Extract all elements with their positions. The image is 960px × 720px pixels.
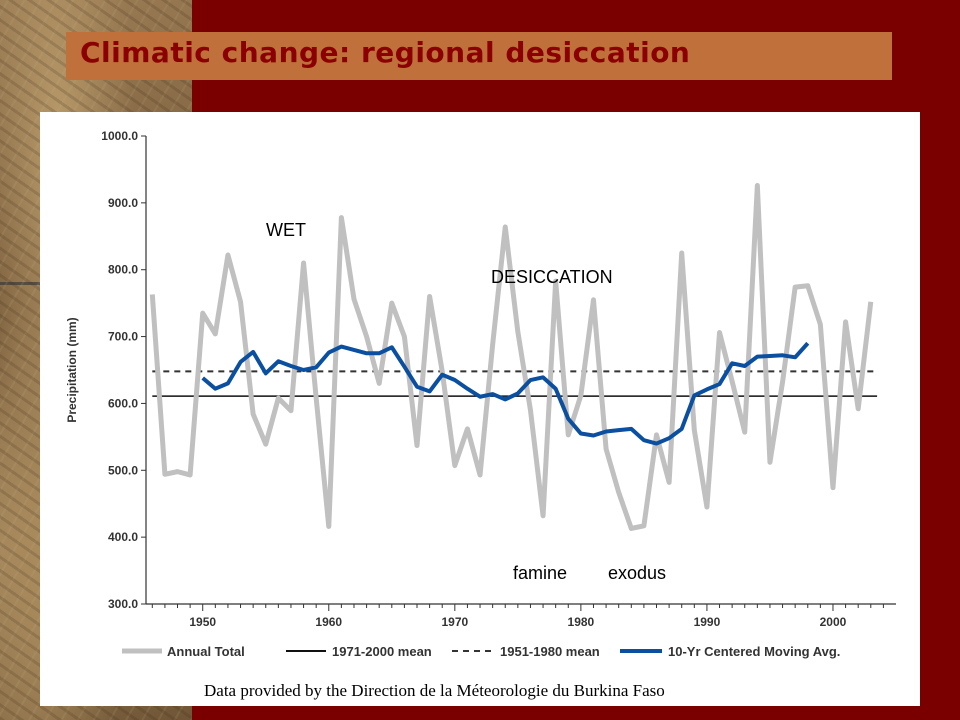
annual-total-series (149, 182, 874, 531)
legend-label-mean-1951-1980: 1951-1980 mean (500, 644, 600, 659)
annotation-wet: WET (266, 220, 306, 240)
x-tick-label: 1970 (441, 615, 468, 629)
annotation-famine: famine (513, 563, 567, 583)
moving-average-series (201, 341, 810, 446)
legend-label-mean-1971-2000: 1971-2000 mean (332, 644, 432, 659)
y-tick-label: 700.0 (108, 330, 138, 344)
annotation-exodus: exodus (608, 563, 666, 583)
x-tick-label: 2000 (820, 615, 847, 629)
title-bar (66, 32, 892, 80)
y-tick-label: 900.0 (108, 196, 138, 210)
x-tick-label: 1950 (189, 615, 216, 629)
y-tick-label: 300.0 (108, 597, 138, 611)
y-tick-label: 500.0 (108, 463, 138, 477)
legend-label-moving-avg: 10-Yr Centered Moving Avg. (668, 644, 840, 659)
y-tick-label: 1000.0 (101, 129, 138, 143)
y-tick-label: 600.0 (108, 396, 138, 410)
x-tick-label: 1990 (694, 615, 721, 629)
precipitation-chart: 300.0 400.0 500.0 600.0 700.0 800.0 900.0 1000.… (65, 129, 896, 659)
y-tick-label: 400.0 (108, 530, 138, 544)
slide-title: Climatic change: regional desiccation (80, 36, 691, 69)
y-tick-label: 800.0 (108, 263, 138, 277)
annotation-desiccation: DESICCATION (491, 267, 613, 287)
x-tick-label: 1980 (568, 615, 595, 629)
x-tick-label: 1960 (315, 615, 342, 629)
y-axis-label: Precipitation (mm) (65, 317, 79, 422)
legend-label-annual: Annual Total (167, 644, 245, 659)
data-source-caption: Data provided by the Direction de la Mét… (204, 681, 665, 700)
